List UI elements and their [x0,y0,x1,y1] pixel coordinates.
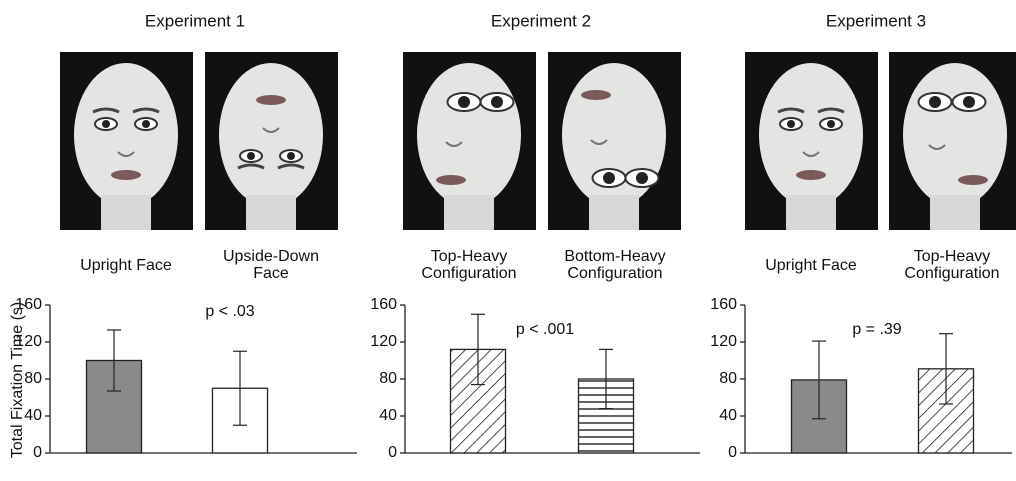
y-tick-label: 40 [24,407,42,424]
category-label: Top-Heavy [431,248,507,265]
mouth [436,175,466,185]
mouth [111,170,141,180]
y-tick-label: 120 [15,333,42,350]
face-image [205,52,338,230]
pupil [929,96,941,108]
y-axis-label: Total Fixation Time (s) [9,302,26,458]
category-label: Configuration [567,265,662,282]
pupil [491,96,503,108]
category-label: Bottom-Heavy [564,248,665,265]
pupil [247,152,255,160]
chart-title: Experiment 2 [491,11,591,30]
y-tick-label: 160 [710,296,737,313]
error-bar [107,329,121,392]
pupil [142,120,150,128]
error-bar [471,313,485,386]
error-bar [812,340,826,420]
category-label: Upright Face [765,257,857,274]
brow [237,163,265,170]
pupil [458,96,470,108]
face-shape [903,63,1007,207]
pupil [963,96,975,108]
nose [117,151,135,157]
face-shape [219,63,323,207]
brow [817,107,845,114]
neck [101,195,151,230]
mouth [256,95,286,105]
y-tick-label: 120 [710,333,737,350]
neck [246,195,296,230]
face-image [60,52,193,230]
y-tick-label: 0 [388,444,397,461]
brow [132,107,160,114]
pupil [603,172,615,184]
category-label: Configuration [421,265,516,282]
neck [930,195,980,230]
chart-title: Experiment 3 [826,11,926,30]
y-tick-label: 120 [370,333,397,350]
face-image [745,52,878,230]
chart-title: Experiment 1 [145,11,245,30]
annotation: p < .001 [516,321,574,338]
category-label: Upright Face [80,257,172,274]
face-shape [417,63,521,207]
brow [777,107,805,114]
error-bar [233,350,247,426]
pupil [787,120,795,128]
face-image [889,52,1016,230]
y-tick-label: 160 [15,296,42,313]
category-label: Configuration [904,265,999,282]
pupil [827,120,835,128]
category-label: Top-Heavy [914,248,990,265]
y-tick-label: 80 [24,370,42,387]
y-tick-label: 80 [379,370,397,387]
face-image [403,52,536,230]
pupil [287,152,295,160]
face-image [548,52,681,230]
mouth [796,170,826,180]
annotation: p < .03 [205,303,254,320]
pupil [102,120,110,128]
pupil [636,172,648,184]
nose [802,151,820,157]
y-tick-label: 160 [370,296,397,313]
brow [277,163,305,170]
mouth [581,90,611,100]
category-label: Face [253,265,289,282]
y-tick-label: 0 [728,444,737,461]
category-label: Upside-Down [223,248,319,265]
nose [928,144,946,150]
face-shape [759,63,863,207]
y-tick-label: 80 [719,370,737,387]
y-tick-label: 0 [33,444,42,461]
face-shape [74,63,178,207]
neck [444,195,494,230]
y-tick-label: 40 [719,407,737,424]
error-bar [939,333,953,405]
nose [590,139,608,145]
brow [92,107,120,114]
error-bar [599,348,613,410]
nose [445,141,463,147]
mouth [958,175,988,185]
neck [786,195,836,230]
annotation: p = .39 [852,321,901,338]
nose [262,127,280,133]
y-tick-label: 40 [379,407,397,424]
neck [589,195,639,230]
